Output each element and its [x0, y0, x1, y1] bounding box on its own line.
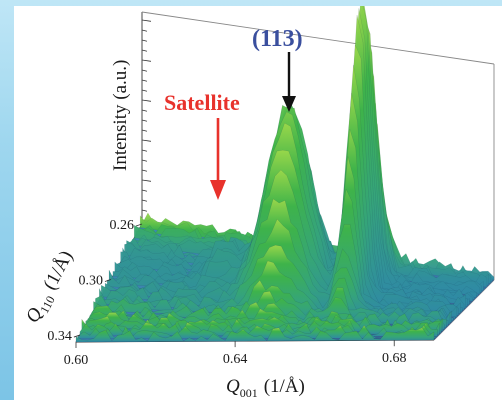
annotation-113: (113) [252, 26, 303, 52]
z-tick [141, 39, 148, 42]
z-axis-label: Intensity (a.u.) [110, 60, 131, 171]
z-tick [141, 169, 148, 172]
z-tick [141, 129, 148, 132]
z-tick [141, 49, 148, 52]
z-tick [141, 189, 148, 192]
z-tick [141, 69, 148, 72]
arrow-satellite [210, 118, 226, 200]
z-tick [141, 209, 148, 212]
z-tick [141, 159, 148, 162]
annotation-satellite: Satellite [164, 90, 240, 115]
x-tick-label: 0.60 [64, 353, 89, 368]
y-tick-label: 0.34 [47, 329, 72, 344]
surface-mesh [75, 6, 495, 343]
y-tick-label: 0.30 [78, 274, 103, 289]
svg-text:Q110(1/Å): Q110(1/Å) [22, 247, 80, 328]
z-tick [141, 139, 152, 142]
z-tick [141, 149, 148, 152]
z-tick [141, 199, 148, 202]
x-tick-label: 0.64 [223, 352, 248, 367]
x-tick-group: 0.60 0.64 0.68 [64, 340, 407, 368]
x-axis-symbol: Q [226, 376, 240, 397]
figure-panel: 0.60 0.64 0.68 0.26 0.30 0.34 Intensity (a.u… [14, 6, 502, 400]
z-tick [141, 59, 152, 62]
z-tick [141, 119, 148, 122]
z-tick [141, 99, 152, 102]
z-tick [141, 19, 152, 22]
z-tick [141, 109, 148, 112]
x-axis-label: Q001 (1/Å) [226, 376, 305, 400]
y-axis-label: Q110(1/Å) [22, 247, 80, 328]
z-tick [141, 79, 148, 82]
y-axis-unit: (1/Å) [39, 247, 77, 293]
x-tick-label: 0.68 [382, 351, 407, 366]
x-axis-unit: (1/Å) [264, 376, 305, 397]
surface-plot: 0.60 0.64 0.68 0.26 0.30 0.34 Intensity (a.u… [22, 6, 495, 400]
surface-strip [75, 327, 435, 343]
y-tick-group: 0.26 0.30 0.34 [47, 218, 143, 344]
y-tick-mark [135, 223, 143, 227]
x-axis-subscript: 001 [240, 386, 258, 400]
z-tick [141, 179, 152, 182]
back-top-edge [141, 11, 495, 65]
z-tick [141, 29, 148, 32]
z-tick [141, 89, 148, 92]
y-tick-mark [104, 279, 112, 282]
y-tick-mark [73, 334, 81, 338]
z-tick-group [141, 19, 152, 222]
y-tick-label: 0.26 [110, 218, 135, 233]
arrow-113 [282, 52, 296, 112]
